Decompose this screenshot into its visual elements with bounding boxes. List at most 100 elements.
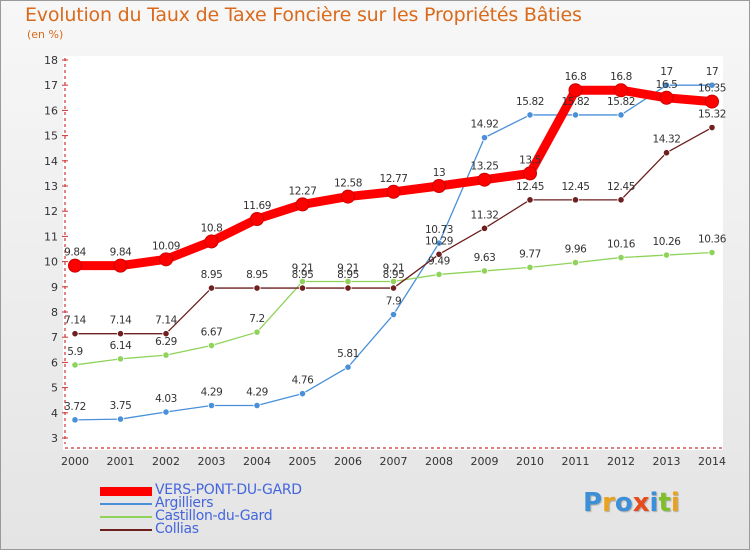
data-label: 8.95 — [383, 269, 405, 281]
data-label: 10.16 — [607, 239, 636, 251]
y-tick-label: 11 — [44, 230, 58, 243]
data-label: 10.36 — [698, 234, 727, 246]
y-tick-label: 12 — [44, 205, 58, 218]
data-label: 16.8 — [610, 71, 632, 83]
data-point — [295, 197, 310, 212]
x-tick-label: 2002 — [152, 455, 180, 468]
legend-swatch — [100, 503, 152, 505]
data-label: 9.84 — [64, 247, 86, 259]
logo-letter: t — [658, 488, 671, 518]
data-label: 4.29 — [201, 386, 223, 398]
y-tick-label: 10 — [44, 256, 58, 269]
data-point — [71, 361, 79, 369]
x-tick-label: 2009 — [471, 455, 499, 468]
data-point — [344, 284, 352, 292]
data-point — [71, 330, 79, 338]
data-point — [614, 83, 628, 98]
logo-letter: x — [632, 488, 650, 518]
x-tick-label: 2013 — [653, 455, 681, 468]
data-point — [662, 251, 671, 259]
legend-swatch — [100, 486, 152, 496]
data-label: 9.21 — [292, 263, 314, 275]
data-point — [477, 172, 492, 187]
data-label: 13.5 — [519, 154, 541, 166]
x-tick-label: 2008 — [425, 455, 453, 468]
data-label: 15.82 — [561, 96, 589, 108]
data-label: 8.95 — [246, 269, 268, 281]
data-label: 7.9 — [386, 296, 402, 308]
data-label: 9.77 — [519, 248, 541, 260]
data-label: 9.21 — [383, 263, 405, 275]
y-tick-label: 5 — [51, 382, 58, 395]
data-label: 4.03 — [155, 393, 177, 405]
data-point — [526, 196, 534, 204]
data-point — [571, 259, 580, 267]
data-label: 4.29 — [246, 386, 268, 398]
y-tick-label: 16 — [44, 104, 58, 117]
data-point — [116, 330, 125, 338]
y-tick-label: 18 — [44, 54, 58, 67]
data-label: 15.32 — [698, 109, 726, 121]
data-point — [659, 90, 674, 105]
data-label: 9.21 — [337, 263, 359, 275]
y-tick-label: 3 — [51, 432, 58, 445]
data-point — [204, 234, 219, 249]
data-point — [159, 252, 173, 267]
x-tick-label: 2012 — [607, 455, 635, 468]
chart-title: Evolution du Taux de Taxe Foncière sur l… — [25, 4, 582, 26]
data-point — [341, 189, 355, 204]
data-point — [253, 284, 261, 292]
data-point — [435, 270, 443, 279]
data-label: 13 — [433, 167, 446, 179]
data-point — [116, 355, 125, 363]
data-label: 7.14 — [155, 315, 177, 327]
data-point — [207, 341, 216, 350]
data-label: 10.09 — [152, 240, 180, 252]
logo-letter: r — [602, 488, 615, 518]
data-label: 7.14 — [64, 315, 86, 327]
data-point — [480, 267, 489, 275]
legend-label: VERS-PONT-DU-GARD — [155, 482, 302, 498]
data-label: 16.8 — [565, 71, 587, 83]
data-point — [617, 196, 625, 204]
y-tick-label: 17 — [44, 79, 58, 92]
data-label: 12.45 — [607, 181, 635, 193]
legend-swatch — [100, 516, 152, 518]
legend-label: Castillon-du-Gard — [155, 508, 273, 524]
data-label: 15.82 — [607, 96, 635, 108]
data-point — [298, 390, 307, 398]
data-point — [432, 179, 446, 193]
data-label: 10.26 — [652, 236, 681, 248]
data-label: 10.8 — [201, 222, 223, 234]
data-point — [705, 94, 719, 109]
data-point — [526, 263, 534, 271]
proxiti-logo: Proxiti — [583, 488, 680, 518]
data-point — [708, 81, 716, 89]
data-point — [162, 330, 170, 338]
legend-label: Collias — [155, 521, 199, 537]
data-point — [662, 149, 671, 157]
data-point — [435, 239, 443, 247]
data-label: 9.96 — [565, 244, 587, 256]
data-point — [617, 253, 625, 262]
logo-letter: i — [649, 488, 659, 518]
data-point — [162, 351, 170, 359]
data-point — [480, 224, 489, 232]
x-tick-label: 2010 — [516, 455, 544, 468]
legend-swatch — [100, 529, 152, 531]
data-point — [207, 284, 216, 292]
data-label: 16.35 — [698, 83, 726, 95]
data-point — [68, 258, 82, 273]
data-point — [435, 250, 443, 258]
data-point — [298, 284, 307, 292]
data-label: 7.2 — [249, 313, 265, 325]
logo-letter: o — [614, 488, 633, 518]
data-label: 9.49 — [428, 255, 450, 267]
data-label: 4.76 — [292, 375, 314, 387]
data-point — [708, 123, 716, 132]
data-point — [386, 184, 401, 199]
data-label: 12.77 — [379, 173, 407, 185]
data-label: 14.92 — [470, 119, 498, 131]
x-tick-label: 2007 — [380, 455, 408, 468]
